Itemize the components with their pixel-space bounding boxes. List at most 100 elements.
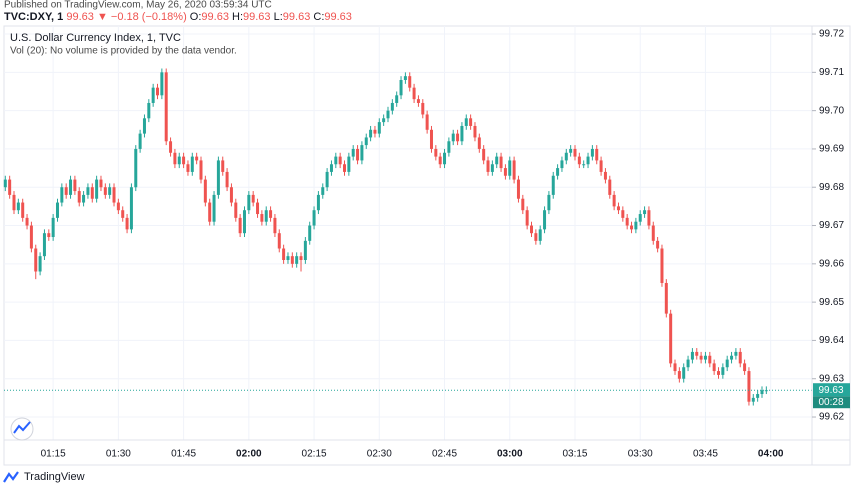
candle-body bbox=[177, 156, 181, 165]
candle-body bbox=[699, 355, 703, 360]
candle-body bbox=[586, 156, 590, 165]
candle-body bbox=[173, 152, 177, 165]
candle-body bbox=[408, 76, 412, 88]
open-value: 99.63 bbox=[201, 11, 229, 23]
candle-body bbox=[643, 210, 647, 215]
candle-body bbox=[725, 359, 729, 368]
candle-body bbox=[38, 256, 42, 272]
candle-body bbox=[216, 160, 220, 195]
candle-body bbox=[482, 148, 486, 161]
candle-body bbox=[621, 210, 625, 218]
candle-body bbox=[595, 148, 599, 161]
close-key: C: bbox=[313, 11, 324, 23]
candle-body bbox=[73, 179, 77, 192]
footer-brand: TradingView bbox=[24, 471, 85, 483]
candle-body bbox=[434, 148, 438, 157]
candle-body bbox=[690, 351, 694, 360]
candle-body bbox=[103, 187, 107, 195]
candle-body bbox=[556, 168, 560, 176]
y-tick-label: 99.70 bbox=[819, 105, 844, 116]
candle-body bbox=[21, 202, 25, 218]
candle-body bbox=[664, 282, 668, 314]
grid bbox=[4, 26, 812, 440]
candle-body bbox=[99, 179, 103, 188]
candle-body bbox=[138, 133, 142, 149]
candle-body bbox=[512, 160, 516, 180]
candle-body bbox=[429, 129, 433, 149]
candle-body bbox=[403, 76, 407, 80]
candle-body bbox=[129, 187, 133, 230]
candle-body bbox=[456, 133, 460, 142]
candle-body bbox=[277, 233, 281, 249]
candle-body bbox=[412, 87, 416, 100]
candle-body bbox=[208, 202, 212, 222]
candle-body bbox=[756, 394, 760, 398]
candle-body bbox=[721, 367, 725, 375]
candle-body bbox=[421, 102, 425, 115]
price-change: ▼ −0.18 (−0.18%) bbox=[97, 11, 187, 23]
candle-body bbox=[525, 210, 529, 226]
candle-body bbox=[238, 217, 242, 234]
candle-body bbox=[90, 187, 94, 199]
candle-body bbox=[638, 214, 642, 222]
candle-body bbox=[673, 363, 677, 372]
candle-body bbox=[590, 148, 594, 157]
x-tick-label: 02:00 bbox=[236, 449, 262, 460]
candle-body bbox=[717, 371, 721, 375]
candle-body bbox=[316, 194, 320, 211]
candle-body bbox=[156, 87, 160, 96]
candle-body bbox=[399, 80, 403, 96]
candle-body bbox=[538, 229, 542, 241]
candle-body bbox=[660, 248, 664, 283]
candle-body bbox=[190, 156, 194, 172]
candle-body bbox=[738, 351, 742, 364]
candle-body bbox=[186, 164, 190, 172]
candle-body bbox=[290, 256, 294, 264]
candle-body bbox=[351, 148, 355, 157]
symbol-legend: TVC:DXY, 1 99.63 ▼ −0.18 (−0.18%) O:99.6… bbox=[4, 11, 352, 23]
candle-body bbox=[360, 145, 364, 161]
candle-body bbox=[3, 179, 7, 188]
candle-body bbox=[108, 187, 112, 195]
candle-body bbox=[425, 114, 429, 130]
candle-body bbox=[47, 233, 51, 238]
candle-body bbox=[760, 390, 764, 395]
candle-body bbox=[286, 256, 290, 260]
candle-body bbox=[447, 141, 451, 153]
candle-body bbox=[221, 160, 225, 172]
x-tick-label: 04:00 bbox=[758, 449, 784, 460]
candle-body bbox=[473, 125, 477, 138]
candle-body bbox=[734, 351, 738, 356]
x-tick-label: 03:30 bbox=[628, 449, 653, 460]
candle-body bbox=[69, 179, 73, 195]
candle-body bbox=[247, 194, 251, 211]
y-tick-label: 99.63 bbox=[819, 373, 844, 384]
candle-body bbox=[377, 122, 381, 134]
candle-body bbox=[356, 148, 360, 161]
candle-body bbox=[656, 240, 660, 249]
candle-body bbox=[460, 125, 464, 142]
candle-body bbox=[703, 355, 707, 360]
candle-body bbox=[608, 179, 612, 195]
candle-body bbox=[125, 217, 129, 230]
close-value: 99.63 bbox=[324, 11, 352, 23]
candle-body bbox=[51, 217, 55, 238]
candle-body bbox=[382, 118, 386, 123]
candle-body bbox=[264, 210, 268, 222]
candle-body bbox=[295, 256, 299, 264]
candle-body bbox=[530, 225, 534, 234]
candle-body bbox=[416, 99, 420, 103]
y-tick-label: 99.72 bbox=[819, 29, 844, 40]
symbol: TVC:DXY, 1 bbox=[4, 11, 63, 23]
y-tick-label: 99.68 bbox=[819, 182, 844, 193]
candle-body bbox=[682, 367, 686, 379]
candle-body bbox=[160, 72, 164, 96]
y-tick-label: 99.71 bbox=[819, 67, 844, 78]
watermark-logo bbox=[10, 417, 34, 441]
candle-body bbox=[647, 210, 651, 226]
candle-body bbox=[321, 187, 325, 195]
candle-body bbox=[229, 187, 233, 203]
x-tick-label: 01:45 bbox=[171, 449, 196, 460]
candle-body bbox=[612, 194, 616, 207]
candle-body bbox=[116, 202, 120, 211]
